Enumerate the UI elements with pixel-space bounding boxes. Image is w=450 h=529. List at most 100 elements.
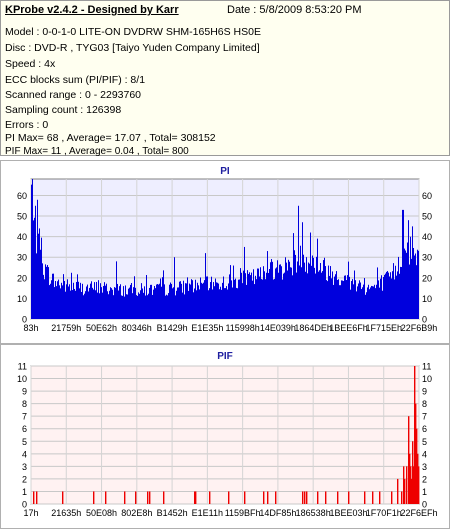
pif-bar	[36, 491, 38, 504]
pif-bar	[62, 491, 64, 504]
pi-bar	[134, 276, 135, 319]
pi-bar	[89, 287, 90, 319]
pif-bar	[408, 416, 410, 504]
pi-bar	[47, 264, 48, 319]
scan-date: Date : 5/8/2009 8:53:20 PM	[227, 4, 362, 16]
x-tick-label: 21635h	[51, 508, 81, 518]
pi-bar	[404, 248, 405, 319]
pi-bar	[182, 292, 183, 319]
y-tick-label-right: 8	[422, 399, 427, 409]
pi-bar	[141, 283, 142, 319]
info-panel: KProbe v2.4.2 - Designed by Karr Date : …	[0, 0, 450, 157]
pi-bar	[332, 271, 333, 319]
pi-chart-title: PI	[220, 166, 230, 177]
pi-bar	[36, 253, 37, 319]
pi-bar	[176, 290, 177, 319]
y-tick-label-left: 7	[22, 412, 27, 422]
pi-bar	[343, 281, 344, 319]
pi-bar	[128, 288, 129, 319]
pi-bar	[196, 290, 197, 319]
pi-bar	[331, 278, 332, 319]
pi-bar	[219, 289, 220, 319]
pi-bar	[193, 292, 194, 319]
pi-bar	[64, 280, 65, 319]
pi-bar	[300, 245, 301, 319]
pi-bar	[254, 284, 255, 319]
pi-bar	[349, 276, 350, 319]
pi-bar	[318, 271, 319, 319]
pi-bar	[143, 292, 144, 319]
pi-bar	[149, 287, 150, 319]
pi-bar	[62, 285, 63, 319]
pi-bar	[377, 267, 378, 319]
pi-bar	[33, 220, 34, 319]
pi-bar	[382, 290, 383, 319]
pi-bar	[317, 238, 318, 319]
pi-bar	[359, 280, 360, 319]
pi-bar	[306, 257, 307, 319]
pi-bar	[191, 279, 192, 319]
x-tick-label: 22F6B9h	[401, 323, 438, 333]
pi-bar	[154, 285, 155, 319]
pi-bar	[378, 280, 379, 319]
pi-bar	[249, 272, 250, 319]
pi-bar	[251, 272, 252, 319]
pi-bar	[337, 279, 338, 319]
pif-bar	[194, 491, 196, 504]
pi-bar	[140, 290, 141, 319]
pi-bar	[307, 273, 308, 319]
pi-bar	[234, 279, 235, 319]
pif-bar	[364, 491, 366, 504]
pi-bar	[148, 293, 149, 319]
pif-bar	[415, 403, 417, 504]
pi-bar	[111, 288, 112, 319]
pi-bar	[267, 251, 268, 319]
pif-bar	[391, 491, 393, 504]
pi-bar	[103, 286, 104, 319]
pi-bar	[360, 282, 361, 319]
pi-bar	[139, 293, 140, 319]
pi-bar	[84, 293, 85, 319]
pi-bar	[96, 281, 97, 319]
pi-bar	[159, 283, 160, 319]
pi-bar	[201, 282, 202, 319]
pi-bar	[40, 249, 41, 319]
pi-bar	[187, 277, 188, 319]
pi-bar	[144, 286, 145, 319]
y-tick-label-right: 30	[422, 253, 432, 263]
pi-bar	[85, 291, 86, 319]
pi-bar	[372, 286, 373, 319]
pif-bar-series	[33, 366, 420, 504]
pi-bar	[209, 288, 210, 319]
pi-bar	[385, 273, 386, 319]
y-tick-label-left: 50	[17, 212, 27, 222]
pi-bar	[88, 291, 89, 319]
pi-bar	[327, 281, 328, 319]
y-tick-label-left: 20	[17, 273, 27, 283]
pi-bar	[37, 199, 38, 319]
pi-bar	[287, 270, 288, 319]
pi-bar	[169, 284, 170, 319]
x-tick-label: 83h	[23, 323, 38, 333]
pi-bar	[35, 205, 36, 319]
pi-bar	[77, 274, 78, 319]
y-tick-label-right: 10	[422, 294, 432, 304]
pif-bar	[325, 491, 327, 504]
pi-bar	[189, 283, 190, 319]
pi-bar	[99, 293, 100, 319]
pi-bar	[233, 265, 234, 319]
pi-bar	[245, 273, 246, 319]
pi-bar	[179, 281, 180, 319]
pi-bar	[124, 296, 125, 319]
pi-bar	[299, 265, 300, 319]
pi-bar	[204, 280, 205, 319]
pif-bar	[348, 491, 350, 504]
pi-bar	[202, 283, 203, 319]
info-speed: Speed : 4x	[5, 58, 56, 70]
pif-bar	[409, 453, 411, 504]
y-tick-label-left: 40	[17, 232, 27, 242]
pi-bar	[115, 287, 116, 319]
pi-bar	[31, 184, 32, 319]
pi-bar	[237, 288, 238, 319]
pi-bar	[273, 279, 274, 319]
